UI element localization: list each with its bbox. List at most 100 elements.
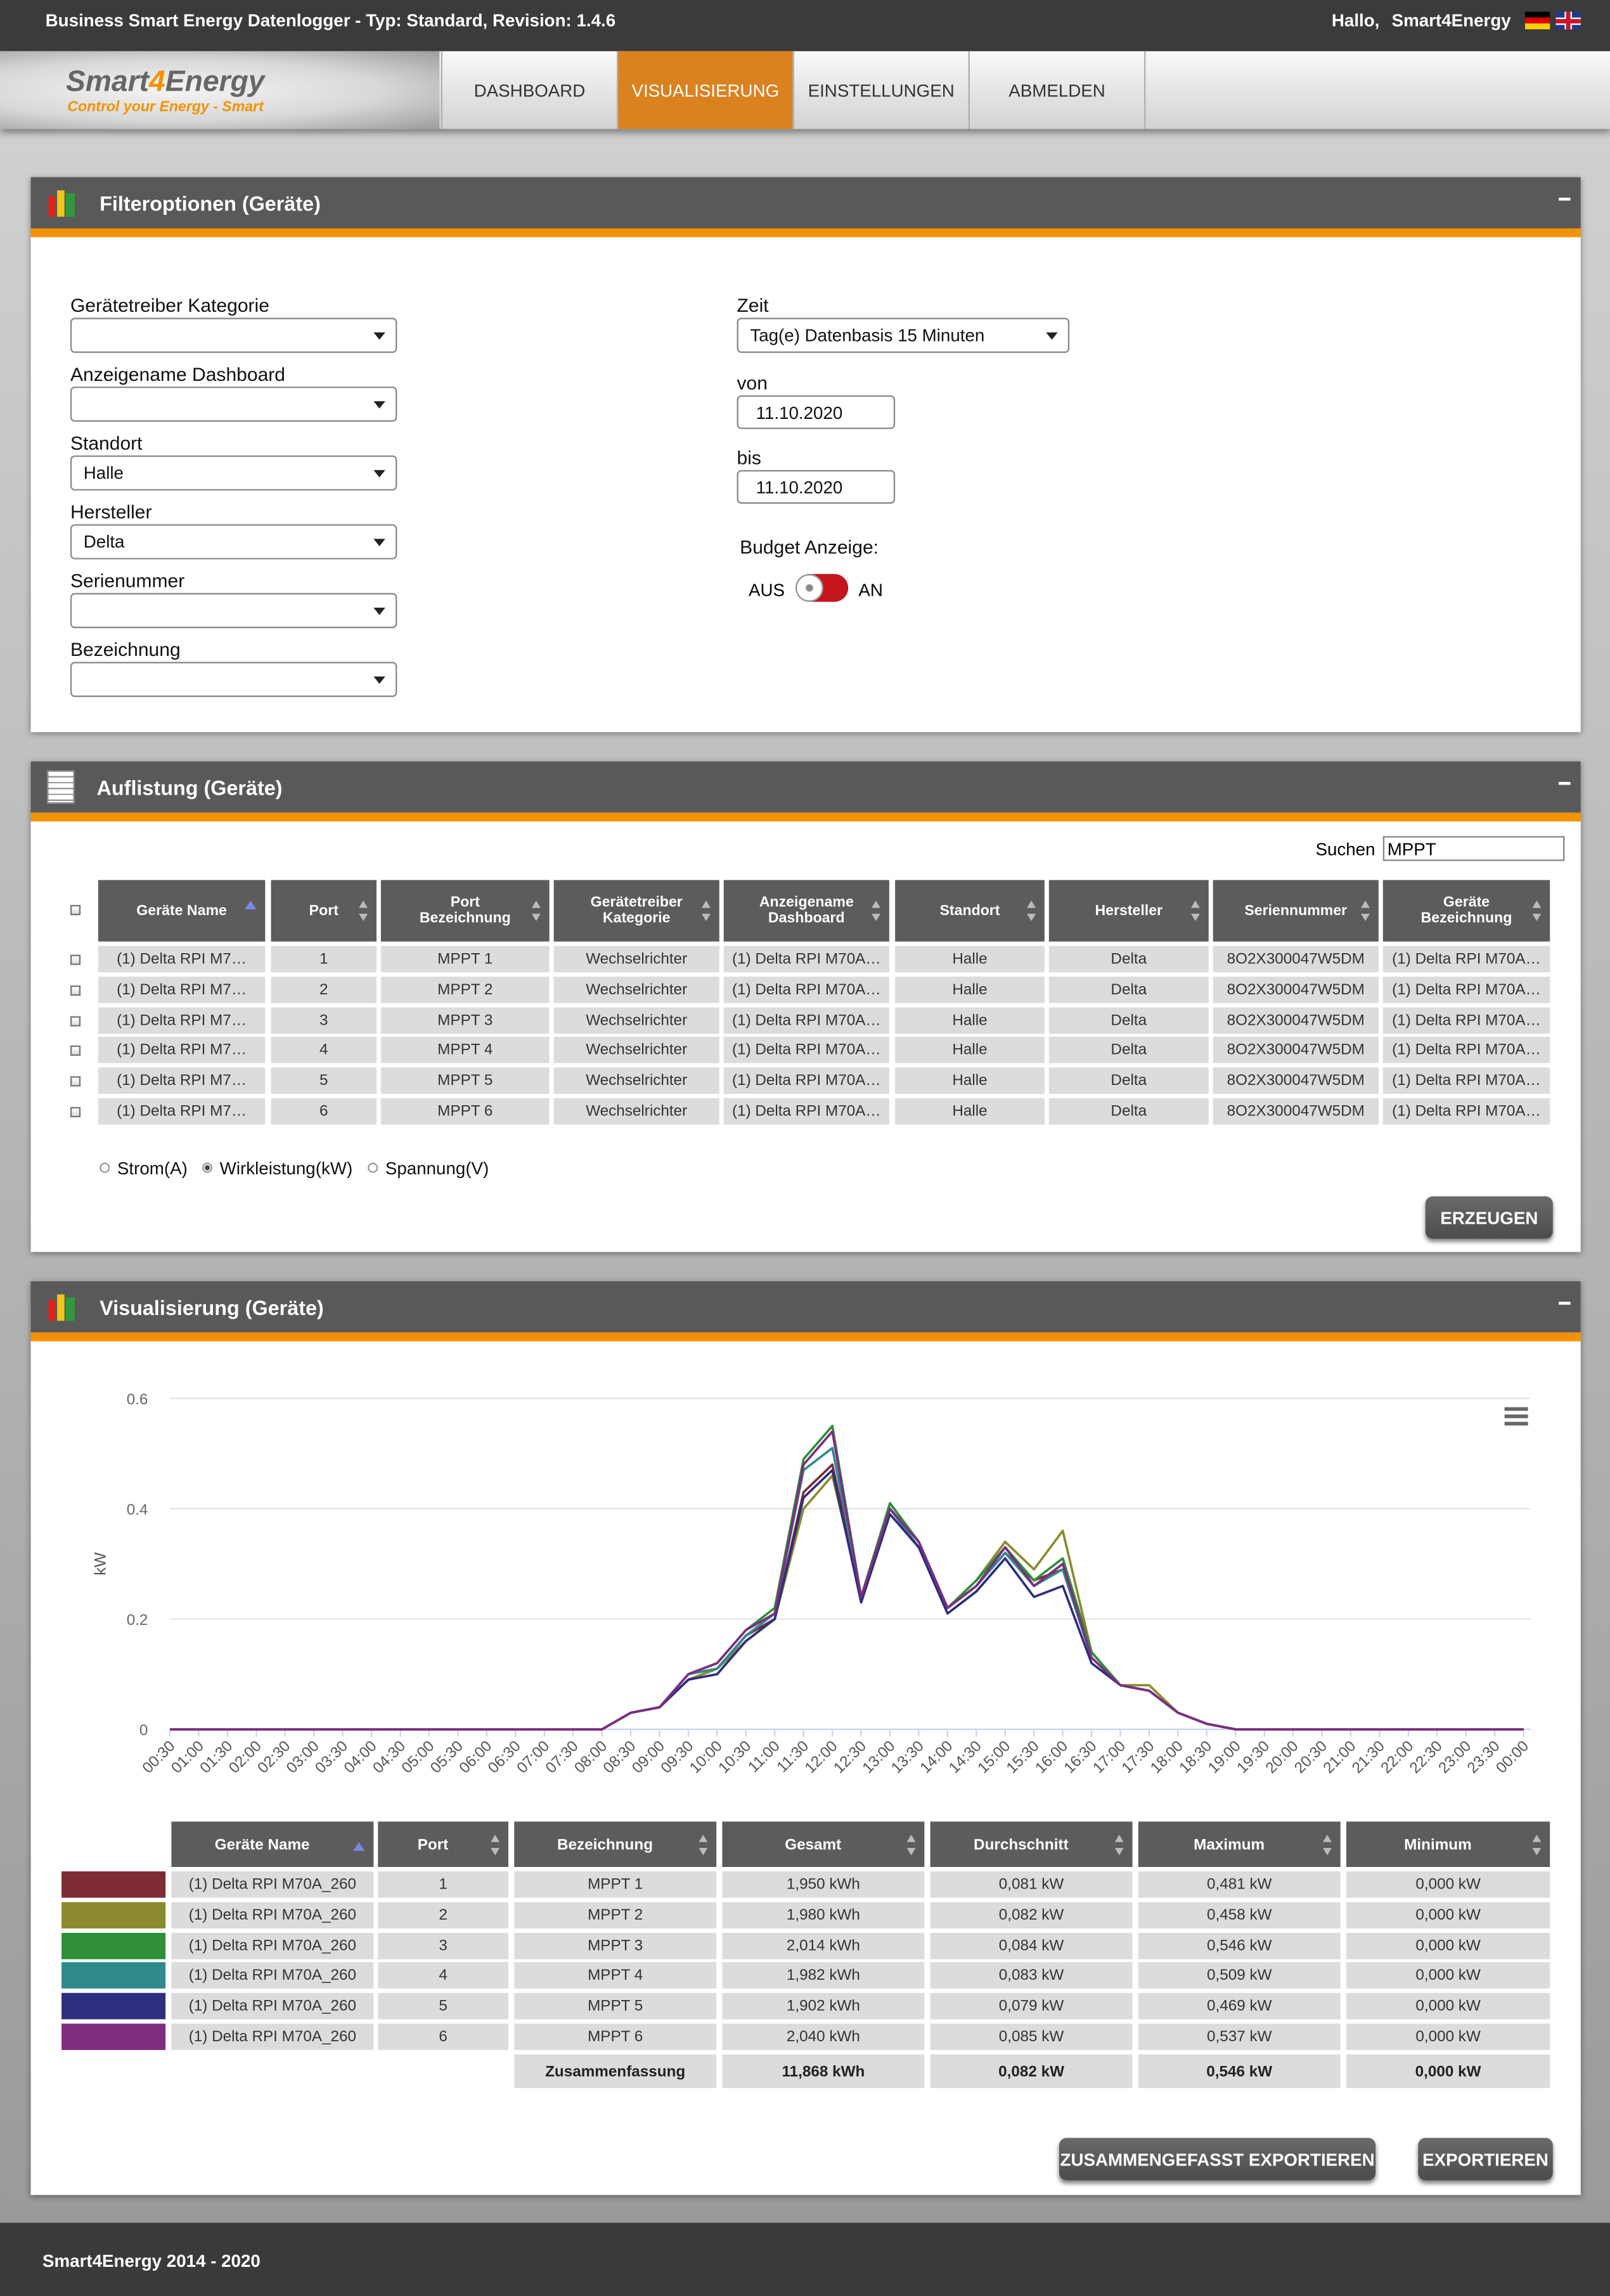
x-tick-label: 13:30 [888,1738,927,1777]
table-cell: (1) Delta RPI M7… [98,976,266,1003]
table-cell: MPPT 4 [380,1037,550,1064]
chart-menu[interactable] [1504,1407,1528,1411]
field-label: Anzeigename Dashboard [70,363,286,385]
search-input[interactable]: MPPT [1382,836,1565,861]
select[interactable]: Delta [70,524,397,560]
table-cell: 0,000 kW [1346,1902,1550,1928]
button[interactable]: ERZEUGEN [1425,1196,1553,1239]
table-cell: 2 [271,976,377,1003]
footer [0,2222,1610,2296]
column-header[interactable]: Minimum [1346,1821,1550,1868]
table-cell: MPPT 2 [380,976,550,1003]
logo-area [0,51,440,129]
column-header[interactable]: Standort [895,880,1045,942]
table-cell: MPPT 2 [514,1902,717,1928]
table-cell: (1) Delta RPI M70A_260 [171,1902,374,1928]
button[interactable]: EXPORTIEREN [1418,2138,1553,2181]
radio-label: Strom(A) [117,1157,188,1178]
button[interactable]: ZUSAMMENGEFASST EXPORTIEREN [1059,2138,1376,2181]
date-input[interactable]: 11.10.2020 [737,470,896,504]
checkbox[interactable] [70,1046,81,1056]
table-cell: 0,537 kW [1138,2023,1341,2050]
table-cell: (1) Delta RPI M70A… [723,1067,889,1094]
collapse-button[interactable] [1559,1302,1571,1305]
x-tick-label: 22:30 [1407,1738,1446,1777]
x-tick-label: 23:30 [1464,1738,1504,1777]
panel-title: Auflistung (Geräte) [96,775,283,799]
checkbox[interactable] [70,985,81,996]
column-header[interactable]: Durchschnitt [930,1821,1133,1868]
table-cell: Halle [895,1006,1045,1034]
table-cell: 0,000 kW [1346,1963,1550,1989]
column-header[interactable]: Port Bezeichnung [380,880,550,942]
table-cell: 6 [378,2023,508,2050]
y-tick-label: 0.6 [127,1391,148,1408]
table-cell: MPPT 6 [380,1098,550,1125]
checkbox[interactable] [70,1015,81,1026]
x-tick-label: 17:00 [1090,1738,1129,1777]
column-header[interactable]: Anzeigename Dashboard [723,880,889,942]
collapse-button[interactable] [1559,197,1571,201]
select[interactable]: Tag(e) Datenbasis 15 Minuten [737,317,1070,353]
flag-uk[interactable] [1555,11,1581,30]
table-cell: (1) Delta RPI M70A_260 [171,1963,374,1989]
column-header[interactable]: Port [378,1821,508,1868]
logo[interactable]: Smart 4 Energy [66,65,359,99]
column-header[interactable]: Geräte Name [171,1821,374,1868]
collapse-button[interactable] [1559,781,1571,785]
field-label: bis [737,446,761,469]
toggle-knob[interactable] [795,574,823,602]
chart-menu[interactable] [1504,1421,1528,1426]
table-cell: Halle [895,1098,1045,1125]
radio[interactable] [202,1162,213,1173]
radio[interactable] [100,1162,110,1173]
column-header[interactable]: Gerätetreiber Kategorie [553,880,719,942]
x-tick-label: 22:00 [1377,1738,1417,1777]
table-cell: 0,082 kW [930,1902,1133,1928]
x-tick-label: 18:30 [1176,1738,1215,1777]
checkbox[interactable] [70,1076,81,1087]
table-cell: (1) Delta RPI M70A… [1382,1098,1550,1125]
panel-header [30,761,1581,813]
table-cell: MPPT 1 [514,1871,717,1898]
column-header[interactable]: Gesamt [722,1821,925,1868]
column-header[interactable]: Geräte Name [98,880,266,942]
series-swatch [61,2023,166,2050]
nav-tab[interactable]: ABMELDEN [968,51,1146,129]
select[interactable] [70,317,397,353]
select[interactable] [70,593,397,629]
column-header[interactable]: Seriennummer [1213,880,1379,942]
x-tick-label: 16:30 [1061,1738,1100,1777]
chart-menu[interactable] [1504,1414,1528,1418]
checkbox[interactable] [70,904,81,916]
table-cell: Wechselrichter [553,1006,719,1034]
flag-de[interactable] [1524,11,1550,30]
radio[interactable] [368,1162,378,1173]
date-input[interactable]: 11.10.2020 [737,395,896,430]
checkbox[interactable] [70,954,81,965]
table-cell: Delta [1048,1037,1209,1064]
table-cell: Wechselrichter [553,1098,719,1125]
x-tick-label: 01:30 [196,1738,236,1777]
column-header[interactable]: Bezeichnung [514,1821,717,1868]
table-cell: 1 [271,946,377,973]
column-header[interactable]: Maximum [1138,1821,1341,1868]
series-swatch [61,1932,166,1959]
table-cell: MPPT 4 [514,1963,717,1989]
table-cell: 0,085 kW [930,2023,1133,2050]
series-swatch [61,1963,166,1989]
column-header[interactable]: Geräte Bezeichnung [1382,880,1550,942]
x-tick-label: 11:00 [745,1738,783,1776]
radio-label: Wirkleistung(kW) [219,1157,353,1178]
checkbox[interactable] [70,1106,81,1117]
column-header[interactable]: Hersteller [1048,880,1209,942]
select[interactable]: Halle [70,455,397,491]
select[interactable] [70,662,397,697]
table-cell: 8O2X300047W5DM [1213,946,1379,973]
table-cell: MPPT 5 [514,1993,717,2020]
table-cell: Delta [1048,1006,1209,1034]
select[interactable] [70,386,397,422]
field-label: Hersteller [70,501,152,523]
column-header[interactable]: Port [271,880,377,942]
x-tick-label: 07:00 [513,1738,553,1777]
